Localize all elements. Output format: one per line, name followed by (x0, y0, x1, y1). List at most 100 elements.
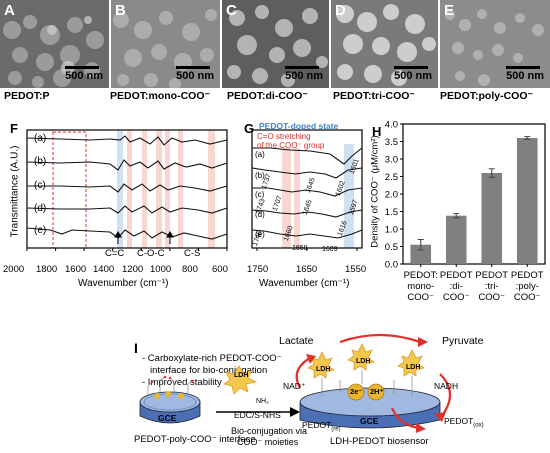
scale-label: 500 nm (285, 70, 323, 82)
sem-letter: D (335, 2, 346, 19)
trace-label-e: (e) (34, 225, 47, 236)
annot-coc: C-O-C (137, 248, 165, 259)
panel-letter-f: F (10, 121, 18, 136)
x-tick-label: :poly- (516, 281, 539, 292)
y-axis-label-h: Density of COO⁻ (μM/cm²) (369, 135, 381, 248)
band-pink (208, 130, 215, 248)
electron-label: 2e⁻ (350, 387, 363, 396)
nh2-label: NH₂ (256, 398, 269, 405)
x-tick-label: COO⁻ (514, 292, 541, 303)
trace-label-c: (c) (34, 180, 46, 191)
lactate-label: Lactate (279, 335, 314, 347)
left-electrode (139, 375, 201, 424)
bar-chart-h: 0.00.51.01.52.02.53.03.54.0PEDOT:mono-CO… (385, 120, 546, 303)
y-tick-label: 3.0 (385, 155, 398, 166)
annot-cs: C-S (184, 248, 201, 259)
nad-label: NAD⁺ (283, 381, 306, 391)
bar (410, 244, 432, 264)
trace-a (26, 135, 228, 146)
mid-caption-2: COO⁻ moieties (237, 437, 299, 447)
proton-label: 2H⁺ (370, 387, 384, 396)
sem-caption-e: PEDOT:poly-COO⁻ (440, 90, 534, 102)
band-pink (142, 130, 147, 248)
y-tick-label: 1.5 (385, 207, 398, 218)
trace-g-a (252, 147, 363, 165)
x-tick-label: PEDOT: (404, 270, 438, 281)
ldh-label-r1: LDH (316, 366, 331, 373)
bullet-1: - Carboxylate-rich PEDOT-COO⁻ (142, 353, 282, 364)
gce-left-label: GCE (158, 413, 177, 423)
trace-g-b (251, 167, 363, 179)
x-tick-f: 1000 (150, 264, 172, 275)
x-tick-label: mono- (407, 281, 434, 292)
sem-caption-b: PEDOT:mono-COO⁻ (110, 90, 211, 102)
scale-bar (285, 66, 319, 69)
x-tick-g: 1550 (345, 264, 367, 275)
panel-letter-i: I (134, 340, 138, 356)
right-caption: LDH-PEDOT biosensor (330, 436, 429, 447)
sem-letter: A (4, 2, 15, 19)
x-tick-label: COO⁻ (443, 292, 470, 303)
x-tick-label: :tri- (485, 281, 499, 292)
bar (516, 138, 538, 264)
y-tick-label: 3.5 (385, 137, 398, 148)
sem-letter: B (115, 2, 126, 19)
ldh-reagent (223, 365, 258, 395)
sem-image-b: B 500 nm (111, 0, 220, 88)
scale-label: 500 nm (65, 70, 103, 82)
y-tick-label: 2.0 (385, 190, 398, 201)
x-tick-f: 1800 (36, 264, 58, 275)
pedot-ox-sub: (ox) (473, 422, 484, 429)
edc-label: EDC/S-NHS (234, 410, 281, 420)
x-axis-label-f: Wavenumber (cm⁻¹) (78, 278, 169, 289)
pedot-ox-text: PEDOT (444, 416, 474, 426)
sem-image-c: C 500 nm (222, 0, 329, 88)
trace-g-d (251, 209, 363, 218)
x-axis-label-g: Wavenumber (cm⁻¹) (259, 278, 350, 289)
scale-label: 500 nm (394, 70, 432, 82)
y-axis-label-f: Transmittance (A.U.) (9, 145, 21, 238)
peak-label: 1659 (292, 245, 308, 252)
x-tick-f: 2000 (3, 264, 25, 275)
sem-image-d: D 500 nm (331, 0, 438, 88)
ldh-label-r2: LDH (356, 358, 371, 365)
left-caption: PEDOT-poly-COO⁻ interface (134, 434, 256, 445)
band-pink (178, 130, 183, 248)
band-pink (156, 130, 162, 248)
trace-b (26, 159, 228, 171)
x-tick-label: COO⁻ (407, 292, 434, 303)
scale-label: 500 nm (506, 70, 544, 82)
plot-frame (26, 129, 228, 249)
y-tick-label: 0.0 (385, 260, 398, 271)
trace-g-c (252, 187, 363, 197)
pedot-re-sub: (re) (331, 426, 341, 433)
sem-caption-d: PEDOT:tri-COO⁻ (333, 90, 415, 102)
mid-caption-1: Bio-conjugation via (231, 426, 308, 436)
right-electrode (299, 343, 441, 429)
y-tick-label: 2.5 (385, 172, 398, 183)
x-tick-f: 1200 (122, 264, 144, 275)
trace-label-g-d: (d) (255, 210, 265, 219)
sem-caption-a: PEDOT:P (4, 90, 50, 102)
y-tick-label: 1.0 (385, 225, 398, 236)
x-tick-label: PEDOT (475, 270, 508, 281)
trace-label-a: (a) (34, 133, 47, 144)
nadh-label: NADH (434, 381, 459, 391)
x-tick-label: :di- (450, 281, 463, 292)
panel-letter-g: G (244, 121, 255, 136)
scale-bar (65, 66, 99, 69)
x-tick-f: 1400 (93, 264, 115, 275)
sem-letter: E (444, 2, 455, 19)
doped-state-label: PEDOT-doped state (259, 121, 339, 131)
band-pink (294, 148, 300, 248)
bullet-2: interface for bio-conjugation (150, 365, 268, 376)
band-pink (282, 148, 291, 248)
sem-texture-e (440, 0, 550, 88)
annot-cc: C=C (105, 248, 125, 259)
trace-g-e (251, 229, 363, 239)
x-tick-f: 600 (212, 264, 228, 275)
schematic-i (139, 333, 452, 433)
scale-label: 500 nm (176, 70, 214, 82)
pedot-re-label: PEDOT(re) (302, 420, 341, 433)
